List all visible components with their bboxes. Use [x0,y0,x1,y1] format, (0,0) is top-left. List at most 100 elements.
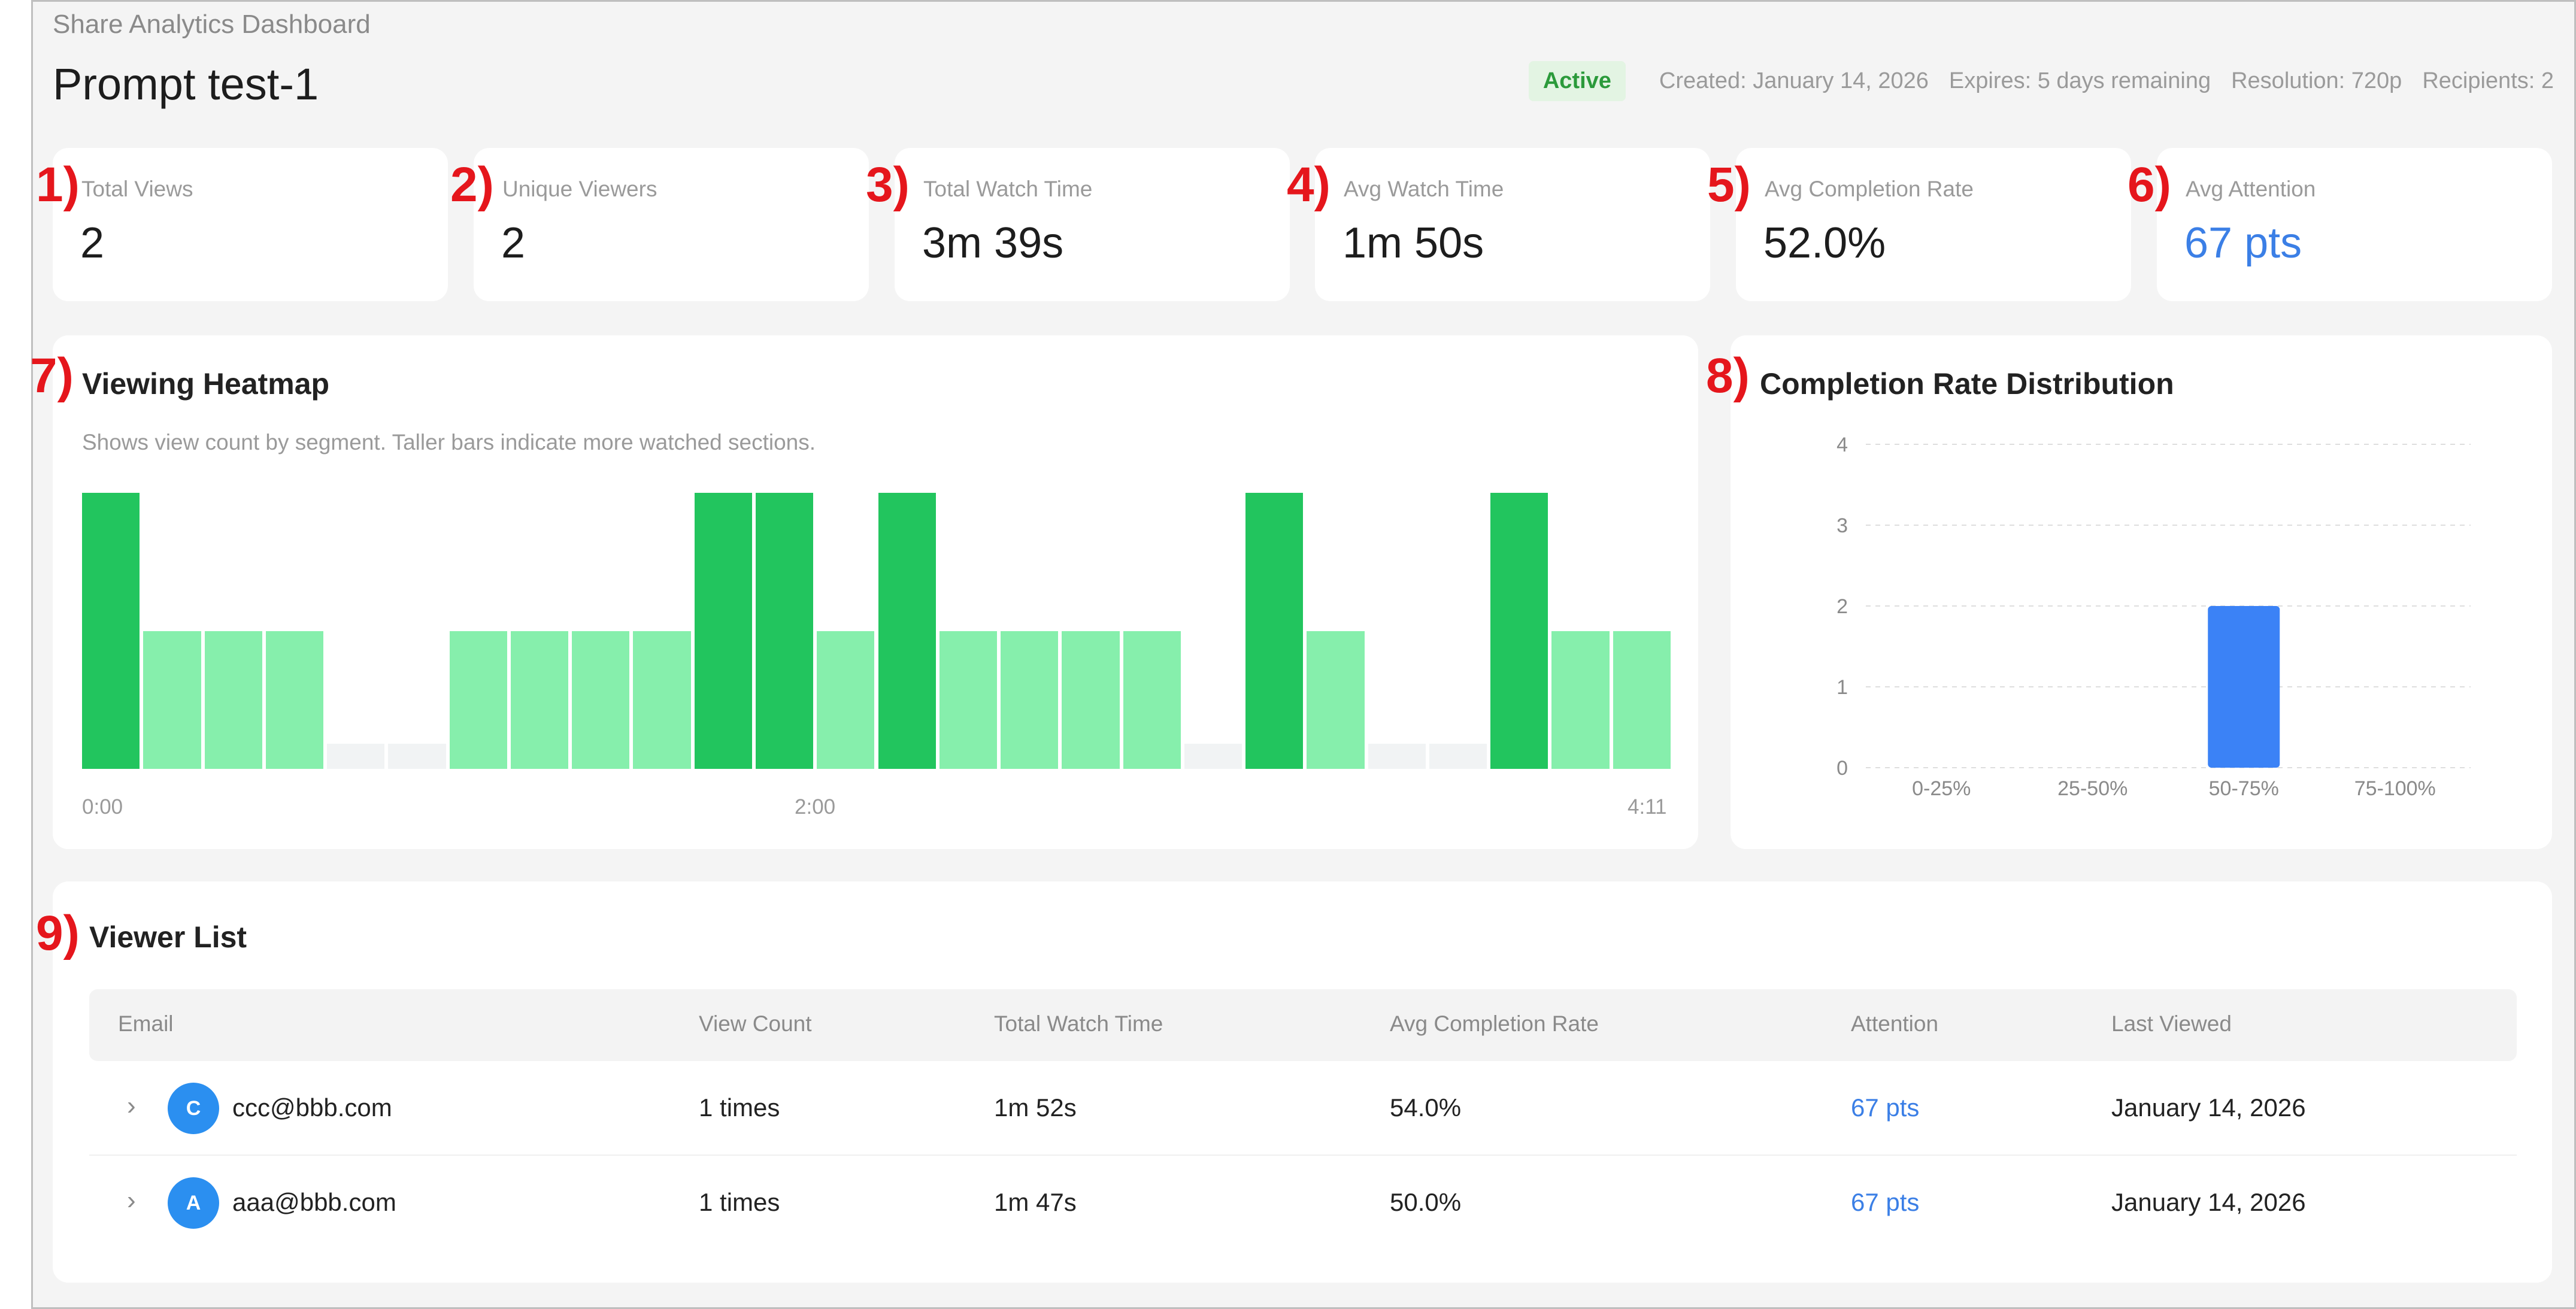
col-header-view-count: View Count [699,1011,812,1036]
heatmap-segment-bar [1184,744,1242,769]
heatmap-segment-bar [388,744,446,769]
viewer-view-count: 1 times [699,1188,780,1216]
app-label: Share Analytics Dashboard [53,10,371,39]
share-meta: Active Created: January 14, 2026 Expires… [1528,61,2554,101]
heatmap-segment-bar [327,744,385,769]
annotation-marker-9: 9) [36,906,80,960]
stat-label: Unique Viewers [502,177,657,201]
heatmap-segment-bar [1490,493,1548,769]
stat-card-avg-completion-rate: Avg Completion Rate 52.0% [1736,148,2131,301]
viewer-email: aaa@bbb.com [232,1188,396,1216]
completion-rate-chart: 0 1 2 3 4 0-25% 25-50% 50-75% 75-100% [1836,434,2471,800]
heatmap-segment-bar [1123,631,1181,769]
heatmap-segment-bar [204,631,262,769]
heatmap-segment-bar [939,631,998,769]
completion-chart-card [1731,335,2552,849]
expand-chevron-icon[interactable]: › [127,1091,136,1120]
completion-bar [2208,606,2280,768]
heatmap-segment-bar [633,631,691,769]
x-tick-label: 75-100% [2354,777,2436,800]
stat-label: Avg Watch Time [1344,177,1504,201]
recipients-info: Recipients: 2 [2422,68,2554,93]
stat-card-avg-attention: Avg Attention 67 pts [2157,148,2552,301]
heatmap-segment-bar [1551,631,1610,769]
stat-value: 67 pts [2184,219,2302,267]
stat-value: 2 [80,219,105,267]
viewer-table-header [89,989,2517,1061]
stat-label: Avg Completion Rate [1765,177,1974,201]
y-tick-label: 1 [1836,676,1848,699]
viewer-list-title: Viewer List [89,920,247,954]
heatmap-x-label-end: 4:11 [1628,795,1667,819]
viewer-last-viewed: January 14, 2026 [2111,1093,2306,1122]
x-tick-label: 50-75% [2209,777,2279,800]
x-tick-label: 0-25% [1912,777,1971,800]
viewer-watch-time: 1m 47s [994,1188,1077,1216]
col-header-total-watch-time: Total Watch Time [994,1011,1163,1036]
page-title: Prompt test-1 [53,59,319,109]
annotation-marker-2: 2) [450,157,494,212]
resolution-info: Resolution: 720p [2231,68,2402,93]
heatmap-segment-bar [449,631,507,769]
stat-card-avg-watch-time: Avg Watch Time 1m 50s [1315,148,1710,301]
heatmap-segment-bar [1245,493,1304,769]
table-row[interactable]: › A aaa@bbb.com 1 times 1m 47s 50.0% 67 … [89,1156,2517,1250]
annotation-marker-6: 6) [2128,157,2171,212]
stat-card-total-views: Total Views 2 [53,148,448,301]
heatmap-segment-bar [265,631,324,769]
stat-card-total-watch-time: Total Watch Time 3m 39s [895,148,1290,301]
col-header-avg-completion-rate: Avg Completion Rate [1390,1011,1599,1036]
heatmap-segment-bar [755,493,814,769]
heatmap-segment-bar [1368,744,1426,769]
heatmap-x-label-mid: 2:00 [795,795,836,819]
heatmap-segment-bar [1001,631,1059,769]
y-tick-label: 4 [1836,434,1848,456]
viewer-email: ccc@bbb.com [232,1093,392,1122]
expand-chevron-icon[interactable]: › [127,1186,136,1215]
stat-value: 1m 50s [1342,219,1484,267]
heatmap-segment-bar [572,631,630,769]
viewer-last-viewed: January 14, 2026 [2111,1188,2306,1216]
col-header-last-viewed: Last Viewed [2111,1011,2232,1036]
completion-chart-title: Completion Rate Distribution [1760,367,2174,401]
viewer-completion-rate: 50.0% [1390,1188,1462,1216]
x-tick-label: 25-50% [2057,777,2128,800]
expires-info: Expires: 5 days remaining [1948,68,2211,93]
y-tick-label: 3 [1836,514,1848,537]
stat-value: 52.0% [1763,219,1886,267]
col-header-attention: Attention [1851,1011,1939,1036]
annotation-marker-4: 4) [1287,157,1331,212]
stat-card-unique-viewers: Unique Viewers 2 [474,148,869,301]
y-tick-label: 2 [1836,595,1848,618]
heatmap-subtitle: Shows view count by segment. Taller bars… [82,430,816,454]
avatar: C [168,1083,219,1134]
heatmap-segment-bar [1613,631,1671,769]
annotation-marker-3: 3) [866,157,910,212]
stat-label: Total Views [81,177,193,201]
heatmap-card [53,335,1698,849]
annotation-marker-5: 5) [1707,157,1751,212]
annotation-marker-7: 7) [30,349,74,403]
avatar: A [168,1177,219,1229]
table-row[interactable]: › C ccc@bbb.com 1 times 1m 52s 54.0% 67 … [89,1061,2517,1156]
heatmap-title: Viewing Heatmap [82,367,330,401]
col-header-email: Email [118,1011,174,1036]
heatmap-segment-bar [817,631,875,769]
stat-label: Avg Attention [2186,177,2316,201]
viewer-attention[interactable]: 67 pts [1851,1188,1920,1216]
heatmap-segment-bar [1307,631,1365,769]
heatmap-segment-bar [694,493,752,769]
annotation-marker-8: 8) [1706,349,1750,403]
viewer-watch-time: 1m 52s [994,1093,1077,1122]
created-date: Created: January 14, 2026 [1659,68,1929,93]
annotation-marker-1: 1) [36,157,80,212]
heatmap-segment-bar [1429,744,1487,769]
heatmap-x-label-start: 0:00 [82,795,123,819]
stat-value: 2 [501,219,526,267]
viewer-attention[interactable]: 67 pts [1851,1093,1920,1122]
status-badge: Active [1528,61,1626,101]
heatmap-segment-bar [510,631,569,769]
y-tick-label: 0 [1836,757,1848,780]
heatmap-segment-bar [1062,631,1120,769]
heatmap-segment-bar [143,631,201,769]
